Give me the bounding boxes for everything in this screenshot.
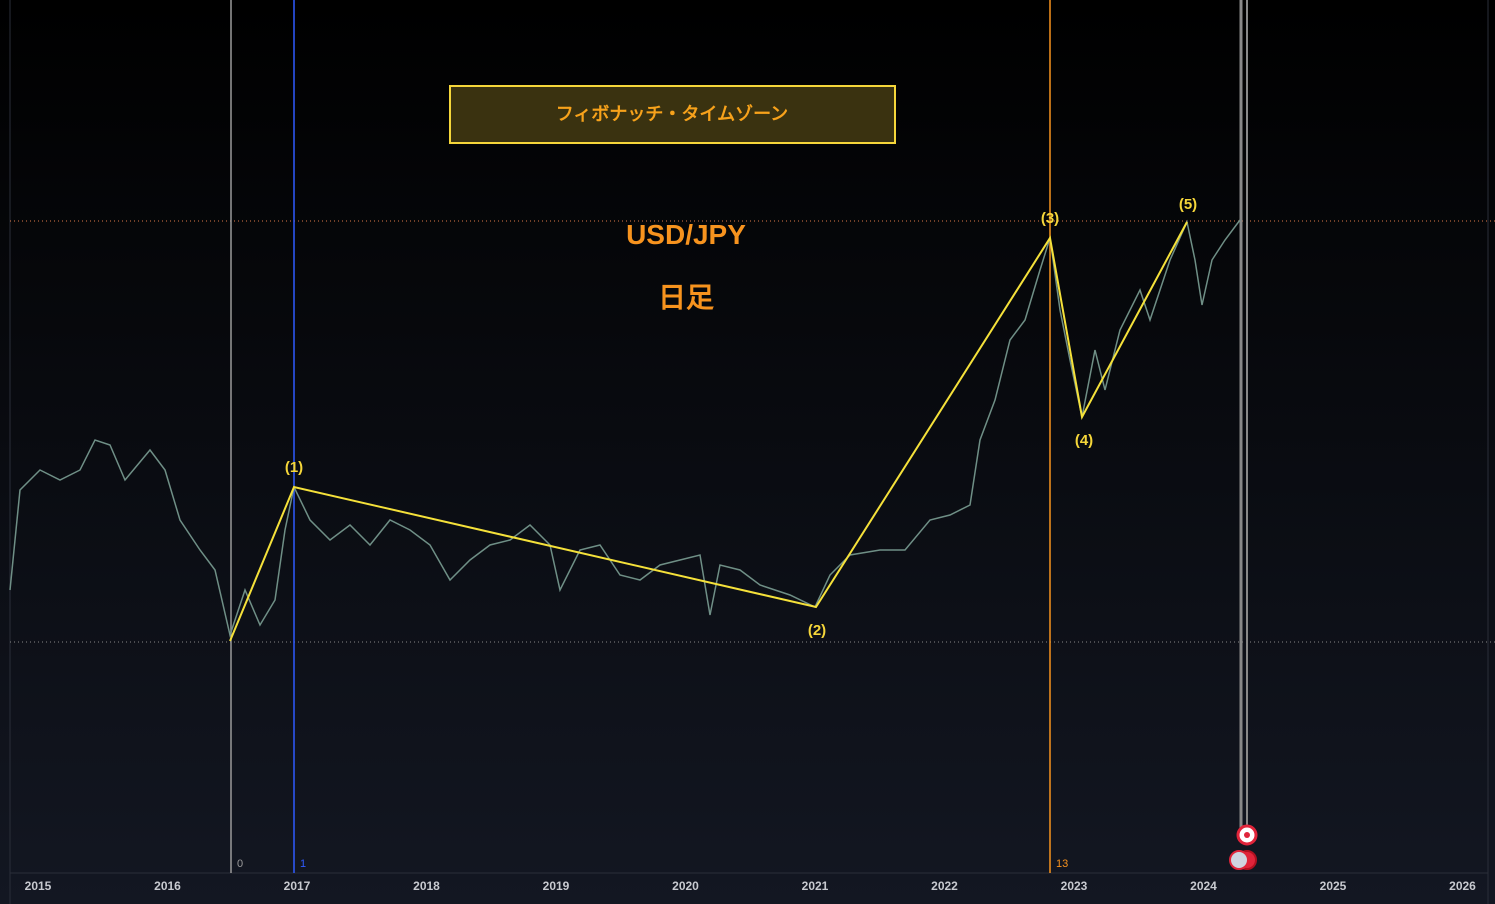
x-tick-label: 2015 — [25, 879, 52, 893]
wave-label: (2) — [808, 622, 826, 639]
fib-label: 0 — [237, 858, 243, 870]
x-axis: 2015 2016 2017 2018 2019 2020 2021 2022 2023 2024… — [25, 879, 1477, 893]
x-tick-label: 2021 — [802, 879, 829, 893]
x-tick-label: 2018 — [413, 879, 440, 893]
x-tick-label: 2022 — [931, 879, 958, 893]
x-tick-label: 2016 — [154, 879, 181, 893]
title: フィボナッチ・タイムゾーン — [556, 104, 788, 124]
wave-line — [229, 221, 1188, 642]
symbol: USD/JPY — [626, 219, 746, 250]
title-box — [449, 85, 896, 144]
x-tick-label: 2023 — [1061, 879, 1088, 893]
wave-label: (4) — [1075, 432, 1093, 449]
fib-label: 1 — [300, 858, 306, 870]
event-icon-dot — [1244, 832, 1250, 838]
x-tick-label: 2017 — [284, 879, 311, 893]
x-tick-label: 2019 — [543, 879, 570, 893]
fib-label: 13 — [1056, 858, 1068, 870]
wave-label: (5) — [1179, 196, 1197, 213]
x-tick-label: 2020 — [672, 879, 699, 893]
wave-label: (1) — [285, 459, 303, 476]
wave-label: (3) — [1041, 210, 1059, 227]
timeframe: 日足 — [658, 282, 714, 313]
x-tick-label: 2026 — [1449, 879, 1476, 893]
x-tick-label: 2025 — [1320, 879, 1347, 893]
event-icon[interactable] — [1229, 850, 1249, 870]
x-tick-label: 2024 — [1190, 879, 1217, 893]
